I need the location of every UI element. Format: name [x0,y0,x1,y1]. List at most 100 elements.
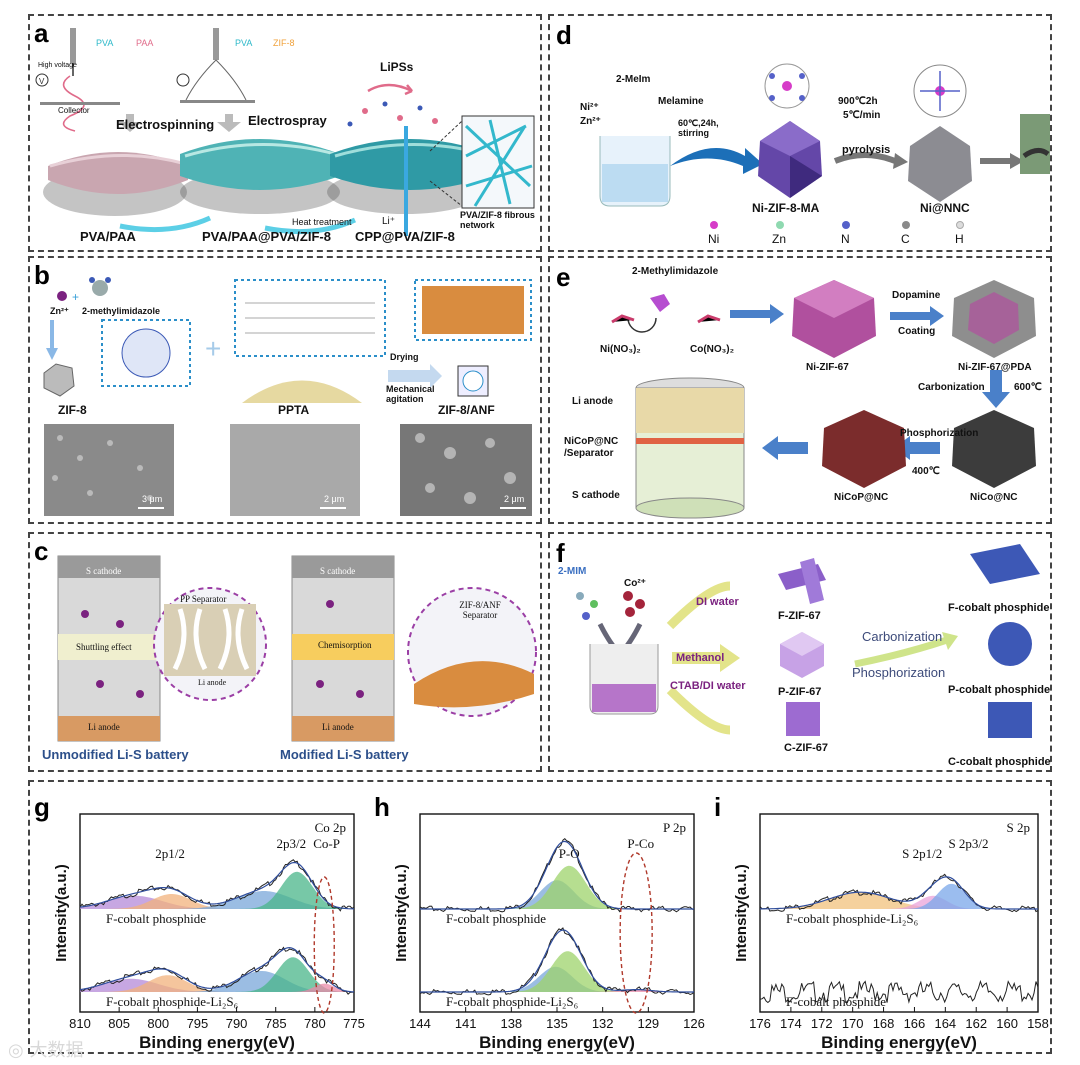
y-axis-label: Intensity(a.u.) [53,864,70,962]
x-axis-label: Binding energy(eV) [821,1033,977,1052]
fit-envelope [79,946,355,993]
drying-label: Drying [390,352,419,362]
atom-legend: Ni Zn N C H [708,221,1010,249]
li-anode-left: Li anode [88,722,120,732]
panel-label: a [34,18,49,48]
step-ni-zif-67-pda: Ni-ZIF-67@PDA [958,362,1032,373]
fitted-peak [760,883,1038,909]
product-zif8: ZIF-8 [58,403,87,417]
fitted-peak [80,983,354,992]
solvent-methanol: Methanol [676,652,725,664]
mim-label: 2-MIM [558,566,587,577]
x-tick-label: 170 [842,1016,864,1031]
panel-label-g: g [34,792,50,822]
fit-envelope [79,862,355,910]
ni-salt-label: Ni(NO₃)₂ [600,344,641,355]
legend-h: H [955,232,964,246]
electrospinning-label: Electrospinning [116,117,215,132]
collector-label: Collector [58,106,90,115]
ligand-label: 2-Methylimidazole [632,266,719,277]
cell-li-anode: Li anode [572,396,614,407]
zif-c: C-ZIF-67 [784,742,828,754]
step-nico-nc: NiCo@NC [970,492,1018,503]
peak-annotation: S 2p3/2 [948,836,988,851]
panel-d-illustration [599,63,1050,207]
x-tick-label: 795 [187,1016,209,1031]
x-tick-label: 141 [455,1016,477,1031]
panel-label-i: i [714,792,722,822]
product-ppta: PPTA [278,403,310,417]
panel-label: c [34,536,49,566]
panel-b-illustration: + + [43,277,532,516]
x-tick-label: 160 [996,1016,1018,1031]
ni-ion-label: Ni²⁺ [580,102,599,113]
legend-dot-ni [710,221,718,229]
legend-n: N [841,232,850,246]
xps-chart-co2p: 810 805 800 795 790 785 780 775 Binding energy(e… [53,813,365,1052]
product-p-cobalt: P-cobalt phosphide [948,684,1051,696]
chart-h-wrap: h 144 141 138 135 132 129 126 Binding energy(eV… [368,780,708,1054]
paa-label: PAA [136,38,154,48]
heat-treatment-label: Heat treatment [292,217,352,227]
product-f-cobalt: F-cobalt phosphide [948,602,1050,614]
panel-b: b + + Zn²⁺ 2-methylimidazole Drying Mech… [28,256,542,524]
x-tick-label: 144 [409,1016,431,1031]
legend-c: C [901,232,910,246]
high-voltage-label: High voltage [38,62,77,69]
x-tick-label: 805 [108,1016,130,1031]
series-label: F-cobalt phosphide-Li₂S₆ [106,994,238,1009]
highlight-ellipse [619,852,653,1014]
zn-ion-label: Zn²⁺ [50,306,69,316]
zif-f: F-ZIF-67 [778,610,821,622]
melamine-label: Melamine [658,96,704,107]
panel-c-illustration [57,555,537,742]
li-ion-label: Li⁺ [382,216,396,227]
panel-f-illustration [576,544,1040,738]
fitted-peak [420,865,694,909]
scalebar-zif8-anf: 2 μm [504,494,525,504]
measured-spectrum [759,979,1039,1004]
li-anode-inset: Li anode [198,678,227,687]
product-c-cobalt: C-cobalt phosphide [948,756,1051,768]
panel-e: e 2-Methylimidazole Ni(NO₃)₂ Co(NO₃)₂ Ni… [548,256,1052,524]
pyrolysis-label: pyrolysis [842,144,891,156]
chart-i-wrap: i 176 174 172 170 168 166 164 162 160 158 Binding … [708,780,1052,1054]
series-label: F-cobalt phosphide [106,911,206,926]
panel-a-illustration: V [35,28,535,236]
panel-f: f 2-MIM Co²⁺ DI water Methanol CTAB/DI w… [548,532,1052,772]
x-tick-label: 166 [904,1016,926,1031]
panel-label: d [556,20,572,50]
temp-600: 600℃ [1014,382,1042,393]
panel-label: e [556,262,571,292]
panel-label-h: h [374,792,390,822]
x-axis-label: Binding energy(eV) [479,1033,635,1052]
xps-chart-p2p: 144 141 138 135 132 129 126 Binding energy(eV) I… [393,813,705,1052]
zif8-spray-label: ZIF-8 [273,38,295,48]
x-tick-label: 780 [304,1016,326,1031]
product-ni-nnc: Ni@NNC [920,201,970,215]
chart-title: P 2p [663,820,686,835]
legend-dot-c [902,221,910,229]
condition-60c: 60℃,24h, stirring [678,118,719,139]
panel-c: c S cathode Li anode Shuttling effect PP… [28,532,542,772]
peak-annotation: Co-P [313,836,340,851]
x-axis-label: Binding energy(eV) [139,1033,295,1052]
scalebar-ppta: 2 μm [324,494,345,504]
x-tick-label: 158 [1027,1016,1049,1031]
plot-frame [79,813,355,1013]
panel-e-illustration [611,280,1036,519]
electrospray-label: Electrospray [248,113,327,128]
fitted-peak [80,871,354,909]
y-axis-label: Intensity(a.u.) [393,864,410,962]
x-tick-label: 129 [637,1016,659,1031]
product-ni-zif-8-ma: Ni-ZIF-8-MA [752,201,820,215]
x-tick-label: 172 [811,1016,833,1031]
carbonization-label: Carbonization [862,629,943,644]
carbonization-label: Carbonization [918,382,985,393]
pp-separator-label: PP Separator [180,594,227,604]
s-cathode-left: S cathode [86,566,122,576]
x-tick-label: 162 [965,1016,987,1031]
modified-label: Modified Li-S battery [280,747,409,762]
fitted-peak [80,975,354,992]
chart-title: S 2p [1007,820,1030,835]
